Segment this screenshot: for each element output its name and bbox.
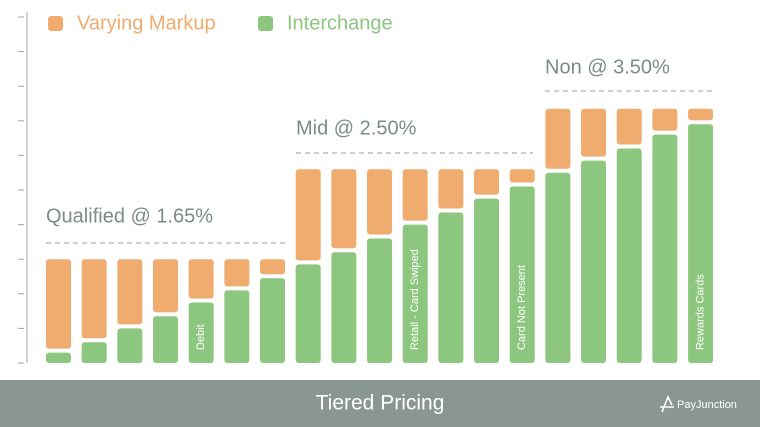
bar-interchange: [616, 148, 642, 363]
bar-interchange: [367, 238, 393, 363]
bar-markup: [652, 108, 678, 131]
bar-markup: [331, 169, 357, 249]
brand-name: PayJunction: [677, 399, 737, 411]
bar-label: Retail - Card Swiped: [409, 249, 421, 350]
bar-markup: [260, 259, 286, 275]
legend-swatch: [258, 16, 273, 31]
bar-interchange: [438, 212, 464, 363]
tier-label: Mid @ 2.50%: [296, 117, 417, 139]
bar-markup: [545, 108, 571, 169]
bar-interchange: [402, 224, 428, 363]
bar-markup: [616, 108, 642, 145]
bar-markup: [438, 169, 464, 209]
bar-markup: [688, 108, 714, 121]
bar-markup: [402, 169, 428, 221]
bar-interchange: [581, 160, 607, 363]
bar-markup: [224, 259, 250, 287]
brand-logo: PayJunction: [660, 395, 737, 413]
bar-markup: [153, 259, 179, 313]
bar-markup: [509, 169, 535, 183]
bar-markup: [581, 108, 607, 157]
bar-markup: [474, 169, 500, 195]
bar-markup: [117, 259, 143, 325]
tier-label: Qualified @ 1.65%: [46, 205, 213, 227]
bar-label: Debit: [195, 324, 207, 350]
footer-title: Tiered Pricing: [316, 392, 445, 415]
bar-interchange: [224, 290, 250, 363]
tier-label: Non @ 3.50%: [545, 56, 670, 78]
bar-markup: [367, 169, 393, 235]
legend-swatch: [48, 16, 63, 31]
bar-interchange: [188, 302, 214, 363]
bar-interchange: [46, 352, 71, 363]
bar-markup: [46, 259, 71, 349]
bar-markup: [295, 169, 321, 261]
legend-label: Interchange: [287, 12, 393, 34]
bar-interchange: [295, 264, 321, 363]
footer-band: [0, 380, 760, 427]
legend-label: Varying Markup: [77, 12, 216, 34]
bar-interchange: [331, 252, 357, 363]
bar-interchange: [153, 316, 179, 363]
bar-interchange: [474, 198, 500, 363]
bar-interchange: [652, 134, 678, 363]
bar-interchange: [81, 342, 107, 363]
bar-interchange: [260, 278, 286, 363]
logo-icon: [660, 395, 674, 413]
bar-interchange: [688, 124, 714, 363]
bar-interchange: [545, 172, 571, 363]
bar-label: Rewards Cards: [694, 274, 706, 350]
bar-interchange: [117, 328, 143, 363]
bar-interchange: [509, 186, 535, 363]
bar-markup: [81, 259, 107, 339]
bar-markup: [188, 259, 214, 299]
bar-label: Card Not Present: [516, 265, 528, 350]
